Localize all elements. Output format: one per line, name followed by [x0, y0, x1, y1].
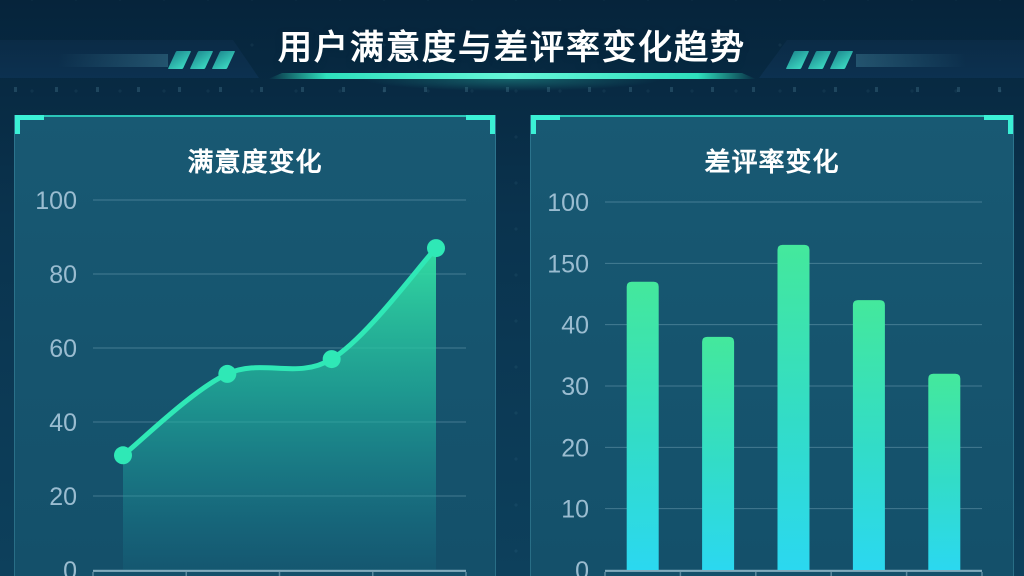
y-tick-label: 60 [49, 335, 77, 363]
panel-top-border [531, 115, 1013, 117]
corner-bracket-icon [531, 115, 560, 134]
data-point-markers [114, 239, 445, 465]
area-fill [123, 248, 436, 570]
panel-top-border [15, 115, 495, 117]
y-tick-label: 0 [575, 557, 589, 576]
satisfaction-line-chart: 100 80 60 40 20 0 [35, 187, 467, 576]
y-axis-labels: 100 80 60 40 20 0 [35, 187, 77, 576]
x-axis [92, 570, 467, 576]
y-tick-label: 100 [547, 189, 589, 217]
bars [626, 244, 961, 570]
corner-bracket-icon [15, 115, 44, 134]
corner-bracket-icon [466, 115, 495, 134]
data-point-marker [114, 446, 132, 465]
y-tick-label: 80 [49, 261, 77, 289]
trend-line [120, 245, 439, 458]
bar [928, 373, 961, 570]
chart-title: 差评率变化 [704, 147, 840, 177]
chart-title: 满意度变化 [187, 147, 323, 177]
y-tick-label: 20 [49, 483, 77, 511]
data-point-marker [322, 350, 341, 369]
satisfaction-chart-panel: 满意度变化 100 80 60 40 20 0 [14, 115, 496, 576]
streak-decoration [58, 54, 168, 67]
y-tick-label: 40 [49, 409, 77, 437]
y-tick-label: 20 [561, 434, 589, 462]
y-tick-label: 0 [63, 557, 77, 576]
y-tick-label: 10 [561, 496, 589, 524]
page-title: 用户满意度与差评率变化趋势 [278, 29, 746, 67]
bar [777, 244, 810, 570]
corner-bracket-icon [984, 115, 1013, 134]
y-tick-label: 30 [561, 373, 589, 401]
header-right-decoration [759, 40, 1024, 78]
y-tick-label: 150 [547, 250, 589, 278]
header-banner: 用户满意度与差评率变化趋势 [0, 0, 1024, 100]
header-left-decoration [0, 40, 259, 78]
header-glow [312, 79, 712, 95]
y-tick-label: 40 [561, 312, 589, 340]
header-glow-edge [268, 73, 756, 79]
bar [626, 281, 659, 570]
streak-decoration [856, 54, 966, 67]
negative-rate-chart-panel: 差评率变化 100 150 40 30 20 10 0 [530, 115, 1014, 576]
bar [852, 300, 885, 570]
y-tick-label: 100 [35, 187, 77, 215]
x-axis [604, 570, 983, 576]
data-point-marker [427, 239, 445, 258]
bar [702, 336, 735, 570]
data-point-marker [218, 364, 237, 383]
